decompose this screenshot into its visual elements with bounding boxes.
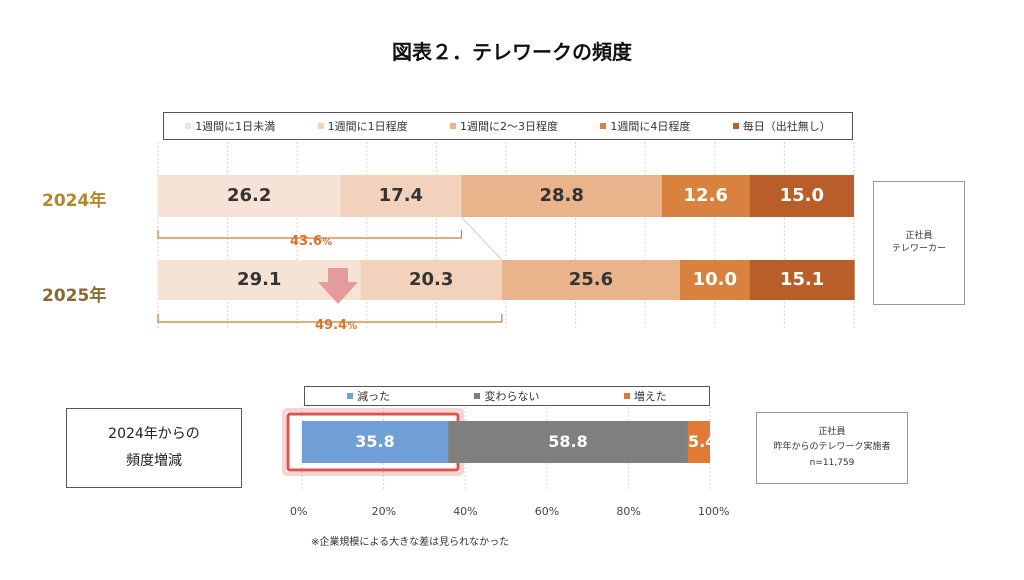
- legend-label-4: 1週間に4日程度: [610, 120, 691, 133]
- category-label-2025: 2025年: [42, 286, 107, 306]
- data-label-increased: 5.4: [687, 432, 717, 451]
- legend-label-5: 毎日（出社無し）: [742, 120, 831, 133]
- connector-line: [461, 216, 503, 261]
- legend-swatch-4: [600, 123, 607, 129]
- x-tick-label: 100%: [698, 505, 730, 518]
- bracket-unit-2025: %: [347, 321, 358, 332]
- legend-item-2: 1週間に1日程度: [317, 118, 408, 134]
- bar-segment: [501, 260, 680, 300]
- data-label-unchanged: 58.8: [548, 432, 588, 451]
- bar-segment: [158, 175, 341, 217]
- bar-segment: [340, 175, 462, 217]
- legend-item-5: 毎日（出社無し）: [732, 118, 831, 134]
- legend-swatch-decreased: [347, 393, 354, 399]
- legend-label-increased: 増えた: [633, 390, 667, 403]
- legend-label-1: 1週間に1日未満: [195, 120, 276, 133]
- legend-swatch-5: [732, 123, 739, 129]
- data-label-2025-3: 25.6: [568, 269, 614, 290]
- bar-segment: [680, 260, 750, 300]
- footnote: ※企業規模による大きな差は見られなかった: [311, 537, 510, 548]
- data-label-2024-1: 26.2: [226, 185, 272, 206]
- bracket-2024: [157, 230, 463, 239]
- bar-segment: [302, 421, 449, 463]
- data-label-decreased: 35.8: [355, 432, 395, 451]
- legend-swatch-3: [449, 123, 456, 129]
- bar-segment: [158, 260, 361, 300]
- bar-segment: [661, 175, 750, 217]
- category-label-2024: 2024年: [42, 191, 107, 211]
- bar-segment: [687, 421, 710, 463]
- category-label-line-1: 2024年からの: [108, 426, 200, 443]
- x-tick-label: 0%: [290, 505, 308, 518]
- data-label-2024-3: 28.8: [539, 185, 584, 206]
- side-note-r-line-3: n=11,759: [809, 457, 855, 468]
- bar-segment: [448, 421, 688, 463]
- legend-swatch-increased: [623, 393, 630, 399]
- bracket-2025: [157, 314, 503, 323]
- bar-segment: [360, 260, 502, 300]
- x-tick-label: 20%: [371, 505, 397, 518]
- legend-swatch-1: [185, 123, 192, 129]
- legend-item-unchanged: 変わらない: [474, 388, 539, 404]
- down-arrow-icon: [318, 268, 358, 304]
- legend-item-increased: 増えた: [623, 388, 667, 404]
- side-note-r-line-2: 昨年からのテレワーク実施者: [773, 442, 891, 453]
- side-note-respondents: 正社員 昨年からのテレワーク実施者 n=11,759: [756, 412, 908, 484]
- side-note-line-1: 正社員: [905, 231, 933, 242]
- bracket-label-2024: 43.6%: [290, 234, 332, 249]
- bar-segment: [749, 175, 854, 217]
- bracket-unit-2024: %: [322, 237, 333, 248]
- side-note-line-2: テレワーカー: [891, 244, 946, 254]
- legend-label-unchanged: 変わらない: [484, 390, 540, 403]
- legend-label-2: 1週間に1日程度: [327, 120, 408, 133]
- legend-item-1: 1週間に1日未満: [185, 118, 275, 134]
- bracket-label-2025: 49.4%: [315, 318, 357, 333]
- category-label-line-2: 頻度増減: [126, 453, 182, 469]
- data-label-2025-5: 15.1: [779, 269, 825, 290]
- bracket-value-2025: 49.4: [315, 318, 348, 333]
- legend-swatch-unchanged: [474, 393, 481, 399]
- legend-top: 1週間に1日未満 1週間に1日程度 1週間に2～3日程度 1週間に4日程度 毎日…: [163, 112, 853, 140]
- legend-swatch-2: [317, 123, 324, 129]
- bar-segment: [461, 175, 662, 217]
- data-label-2025-1: 29.1: [237, 269, 282, 290]
- legend-item-3: 1週間に2～3日程度: [449, 118, 558, 134]
- x-tick-label: 60%: [534, 505, 560, 518]
- legend-bottom: 減った 変わらない 増えた: [304, 386, 710, 406]
- legend-item-decreased: 減った: [347, 388, 390, 404]
- legend-label-3: 1週間に2～3日程度: [459, 120, 558, 133]
- x-tick-label: 80%: [616, 505, 641, 518]
- side-note-telework: 正社員 テレワーカー: [873, 181, 965, 305]
- category-label-frequency-change: 2024年からの 頻度増減: [66, 408, 242, 488]
- data-label-2024-4: 12.6: [683, 185, 728, 206]
- data-label-2024-5: 15.0: [779, 185, 824, 206]
- data-label-2024-2: 17.4: [378, 185, 424, 206]
- x-tick-label: 40%: [453, 505, 478, 518]
- side-note-r-line-1: 正社員: [818, 427, 846, 438]
- bracket-value-2024: 43.6: [290, 234, 323, 249]
- bar-segment: [749, 260, 855, 300]
- data-label-2025-4: 10.0: [692, 269, 737, 290]
- chart-title: 図表２．テレワークの頻度: [392, 40, 632, 64]
- legend-item-4: 1週間に4日程度: [600, 118, 690, 134]
- legend-label-decreased: 減った: [357, 390, 391, 403]
- data-label-2025-2: 20.3: [408, 269, 454, 290]
